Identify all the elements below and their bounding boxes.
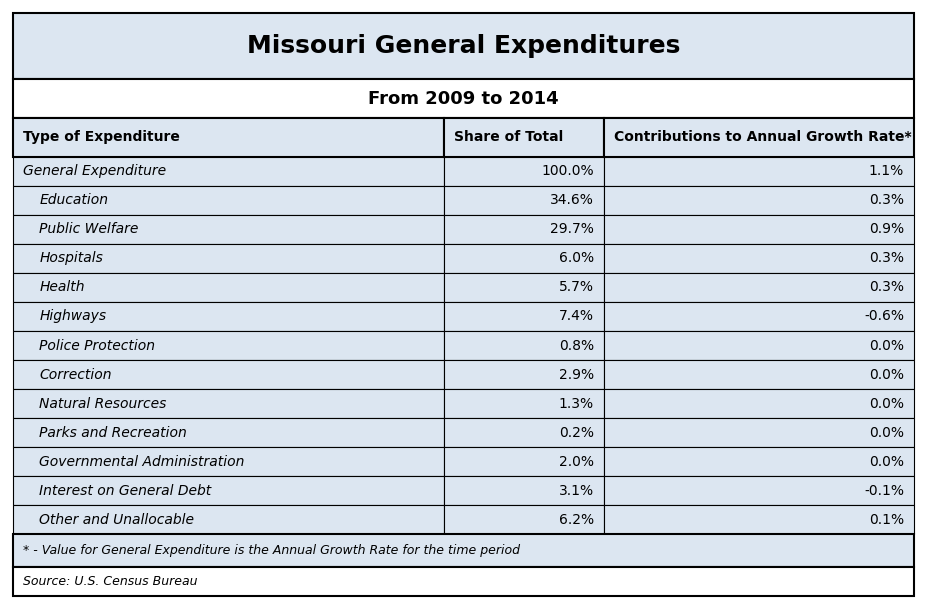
Text: Public Welfare: Public Welfare <box>39 222 139 236</box>
Text: Hospitals: Hospitals <box>39 252 103 266</box>
Text: Contributions to Annual Growth Rate*: Contributions to Annual Growth Rate* <box>614 130 911 144</box>
Text: Governmental Administration: Governmental Administration <box>39 455 245 469</box>
Text: 6.2%: 6.2% <box>559 513 594 527</box>
Bar <box>604 331 914 360</box>
Text: 1.1%: 1.1% <box>869 164 904 178</box>
Text: Missouri General Expenditures: Missouri General Expenditures <box>247 34 680 58</box>
Bar <box>13 244 444 273</box>
Bar <box>13 215 444 244</box>
Text: 34.6%: 34.6% <box>551 193 594 207</box>
Text: 0.0%: 0.0% <box>869 368 904 382</box>
Text: 0.3%: 0.3% <box>869 252 904 266</box>
Bar <box>444 476 604 505</box>
Bar <box>604 118 914 157</box>
Bar <box>13 157 444 186</box>
Text: 29.7%: 29.7% <box>551 222 594 236</box>
Bar <box>13 476 444 505</box>
Text: 5.7%: 5.7% <box>559 281 594 294</box>
Text: 1.3%: 1.3% <box>559 396 594 410</box>
Bar <box>13 534 914 566</box>
Bar <box>604 360 914 389</box>
Text: Parks and Recreation: Parks and Recreation <box>39 426 187 440</box>
Bar <box>13 418 444 447</box>
Text: 3.1%: 3.1% <box>559 484 594 498</box>
Text: 0.0%: 0.0% <box>869 396 904 410</box>
Bar <box>13 447 444 476</box>
Text: Type of Expenditure: Type of Expenditure <box>23 130 180 144</box>
Text: 0.9%: 0.9% <box>869 222 904 236</box>
Bar <box>604 244 914 273</box>
Bar <box>13 505 444 534</box>
Bar <box>444 118 604 157</box>
Bar <box>13 566 914 596</box>
Bar <box>604 302 914 331</box>
Bar <box>13 360 444 389</box>
Text: 100.0%: 100.0% <box>541 164 594 178</box>
Text: Other and Unallocable: Other and Unallocable <box>39 513 195 527</box>
Bar <box>13 273 444 302</box>
Text: Share of Total: Share of Total <box>453 130 563 144</box>
Text: Education: Education <box>39 193 108 207</box>
Text: Natural Resources: Natural Resources <box>39 396 167 410</box>
Bar <box>444 331 604 360</box>
Text: From 2009 to 2014: From 2009 to 2014 <box>368 90 559 108</box>
Text: -0.6%: -0.6% <box>864 309 904 323</box>
Bar <box>444 244 604 273</box>
Bar <box>13 118 444 157</box>
Text: 6.0%: 6.0% <box>559 252 594 266</box>
Text: General Expenditure: General Expenditure <box>23 164 166 178</box>
Text: 0.2%: 0.2% <box>559 426 594 440</box>
Bar <box>444 186 604 215</box>
Text: -0.1%: -0.1% <box>864 484 904 498</box>
Bar <box>13 13 914 79</box>
Text: Interest on General Debt: Interest on General Debt <box>39 484 211 498</box>
Bar <box>13 302 444 331</box>
Text: 0.3%: 0.3% <box>869 281 904 294</box>
Bar <box>444 215 604 244</box>
Bar <box>604 389 914 418</box>
Text: Source: U.S. Census Bureau: Source: U.S. Census Bureau <box>23 575 197 588</box>
Bar <box>604 157 914 186</box>
Text: 0.1%: 0.1% <box>869 513 904 527</box>
Bar <box>444 157 604 186</box>
Bar <box>444 505 604 534</box>
Text: 2.0%: 2.0% <box>559 455 594 469</box>
Bar <box>444 389 604 418</box>
Text: 7.4%: 7.4% <box>559 309 594 323</box>
Bar <box>604 215 914 244</box>
Text: 0.0%: 0.0% <box>869 339 904 353</box>
Text: 0.0%: 0.0% <box>869 426 904 440</box>
Bar <box>13 186 444 215</box>
Text: Correction: Correction <box>39 368 112 382</box>
Text: Highways: Highways <box>39 309 107 323</box>
Bar <box>604 447 914 476</box>
Bar <box>444 418 604 447</box>
Bar <box>13 389 444 418</box>
Bar <box>604 476 914 505</box>
Bar <box>444 447 604 476</box>
Bar <box>604 186 914 215</box>
Text: 0.8%: 0.8% <box>559 339 594 353</box>
Text: 2.9%: 2.9% <box>559 368 594 382</box>
Text: Health: Health <box>39 281 84 294</box>
Bar <box>444 273 604 302</box>
Bar <box>604 505 914 534</box>
Bar <box>13 79 914 118</box>
Bar <box>604 273 914 302</box>
Text: 0.3%: 0.3% <box>869 193 904 207</box>
Bar <box>13 331 444 360</box>
Text: 0.0%: 0.0% <box>869 455 904 469</box>
Bar <box>604 418 914 447</box>
Text: * - Value for General Expenditure is the Annual Growth Rate for the time period: * - Value for General Expenditure is the… <box>23 544 520 557</box>
Bar <box>444 360 604 389</box>
Text: Police Protection: Police Protection <box>39 339 155 353</box>
Bar <box>444 302 604 331</box>
